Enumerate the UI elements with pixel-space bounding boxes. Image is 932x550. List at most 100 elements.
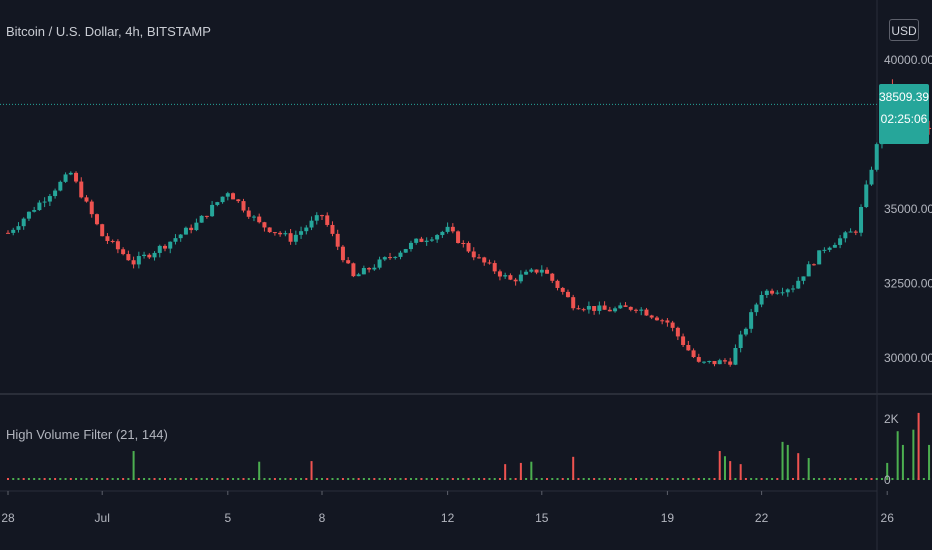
volume-bar-base [640,478,643,480]
volume-bar-base [860,478,863,480]
volume-bar-base [122,478,125,480]
candle-body [586,306,591,310]
volume-bar-base [577,478,580,480]
candle-body [560,287,565,292]
volume-bar-base [383,478,386,480]
price-tick: 35000.00 [884,202,932,216]
price-axis[interactable]: 40000.00 35000.00 32500.00 30000.00 [884,53,932,365]
candle-body [314,215,319,221]
volume-bar-base [713,478,716,480]
candle-body [654,317,659,321]
candle-body [11,229,16,233]
candle-body [377,259,382,268]
candle-body [822,249,827,251]
volume-bar-base [556,478,559,480]
candle-body [550,273,555,281]
volume-bar-base [703,478,706,480]
time-tick: Jul [95,511,110,525]
candle-body [649,315,654,318]
volume-bar-base [148,478,151,480]
volume-bar-base [289,478,292,480]
volume-spike-bar [781,441,784,480]
volume-spike-bar [718,451,721,480]
volume-bar-base [85,478,88,480]
volume-bar-base [792,478,794,480]
volume-bar-base [682,478,685,480]
candle-body [340,246,345,261]
volume-bar-base [216,478,219,480]
volume-bar-base [352,478,355,480]
volume-bar-base [294,478,297,480]
volume-bar-base [279,478,282,480]
candle-body [759,294,764,305]
price-tick: 32500.00 [884,277,932,291]
volume-bar-base [823,478,826,480]
volume-bar-base [80,478,83,480]
candle-body [424,240,429,242]
candle-body [754,304,759,313]
volume-spike-bar [530,461,533,480]
volume-bar-base [268,478,271,480]
candle-body [262,222,267,228]
price-tick: 30000.00 [884,351,932,365]
volume-bar-base [409,478,412,480]
candle-body [696,357,701,362]
candle-body [100,224,105,237]
candle-body [471,251,476,258]
candle-body [634,309,638,311]
volume-spike-bar [519,462,522,480]
candle-body [126,254,131,261]
volume-bar-base [708,478,711,480]
candle-body [236,199,241,202]
time-tick: 19 [661,511,675,525]
volume-bar-base [687,478,690,480]
volume-bar-base [373,478,376,480]
candle-body [79,181,84,198]
volume-bar-base [666,478,669,480]
candle-body [403,249,408,253]
volume-bar-base [514,478,517,480]
volume-bar-base [870,478,873,480]
volume-bar-base [127,478,130,480]
candle-body [660,320,665,322]
last-price-value: 38509.39 [879,90,930,104]
volume-spike-bar [504,464,507,480]
volume-bar-base [263,478,266,480]
volume-bar-base [854,478,857,480]
volume-bar-base [315,478,318,480]
candle-body [225,193,230,197]
volume-bar-base [305,478,308,480]
volume-bar-base [226,478,229,480]
volume-bar-base [849,478,852,480]
volume-bar-base [692,478,695,480]
candle-body [393,256,398,258]
candle-body [435,235,440,240]
volume-bar-base [116,478,119,480]
volume-bar-base [457,478,460,480]
volume-bar-base [7,478,9,480]
volume-bar-base [237,478,240,480]
volume-axis[interactable]: 2K 0 [884,412,899,487]
volume-bar-base [326,478,329,480]
candle-body [811,264,816,266]
volume-bar-base [43,478,46,480]
volume-bar-base [551,478,554,480]
time-axis[interactable]: 28Jul58121519222629Aug4 [1,491,932,525]
candle-body [58,181,63,191]
candle-body [832,244,837,248]
currency-button[interactable]: USD [889,19,919,41]
volume-bar-base [624,478,627,480]
candle-body [581,309,586,311]
candle-body [770,290,775,294]
symbol-title[interactable]: Bitcoin / U.S. Dollar, 4h, BITSTAMP [6,24,211,39]
volume-spike-bar [258,461,261,480]
candle-body [827,247,832,250]
candle-body [445,226,450,232]
candle-body [859,206,864,233]
bar-countdown: 02:25:06 [880,112,928,126]
candle-body [251,216,256,218]
candle-body [346,260,351,264]
indicator-title[interactable]: High Volume Filter (21, 144) [6,427,168,442]
volume-bar-base [603,478,606,480]
